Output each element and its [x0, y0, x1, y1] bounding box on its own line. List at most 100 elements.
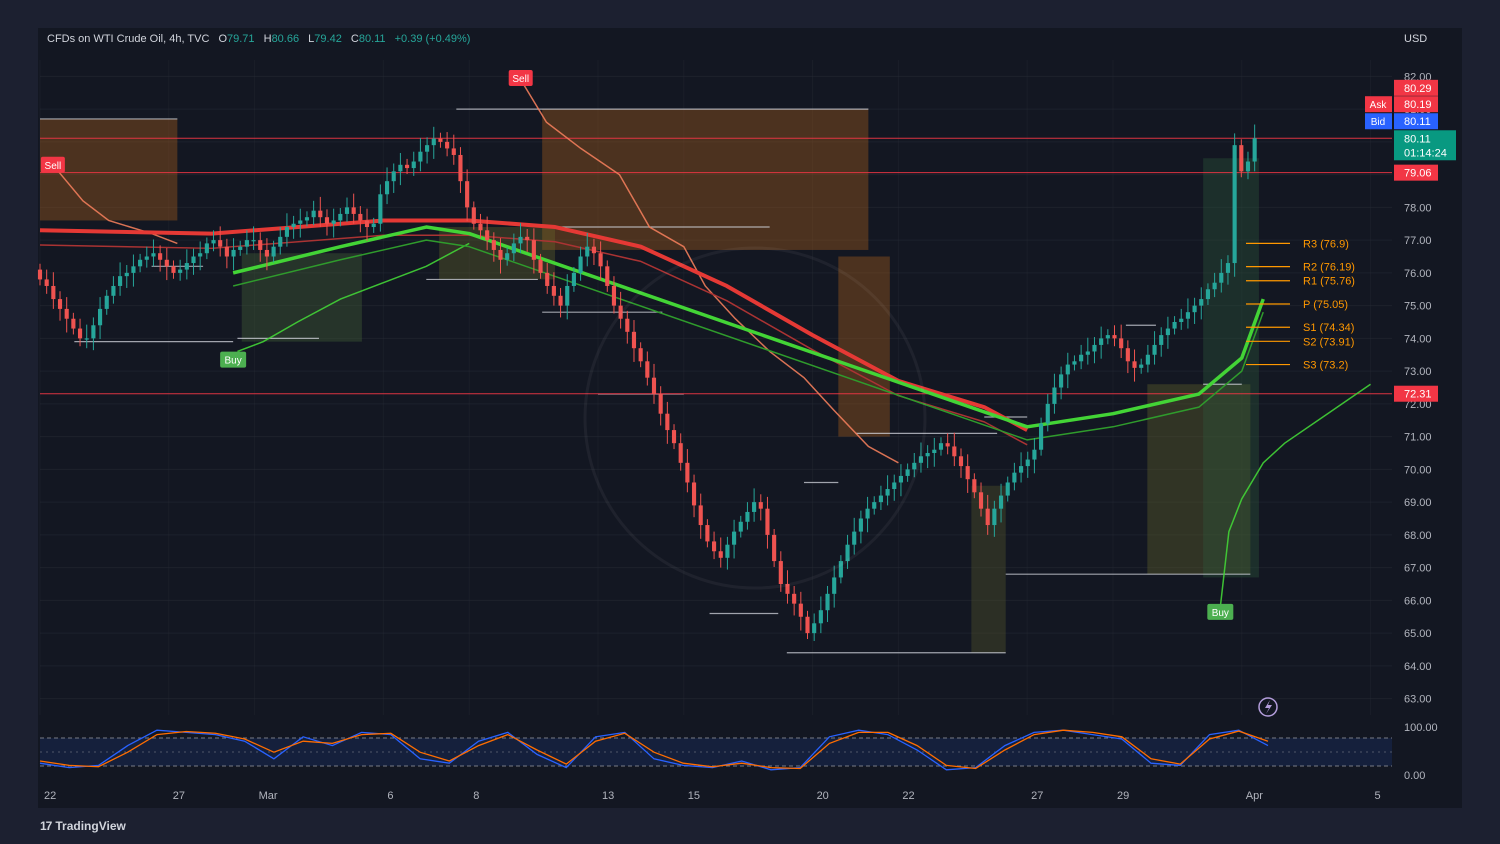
- y-tick-label: 68.00: [1404, 530, 1432, 542]
- level-price-tag-text: 79.06: [1404, 168, 1432, 180]
- candle-body: [932, 449, 937, 453]
- candle-body: [1005, 482, 1010, 496]
- pivot-label: S3 (73.2): [1303, 360, 1348, 372]
- candle-body: [1139, 364, 1144, 368]
- candle-body: [411, 161, 416, 169]
- candle-body: [905, 469, 910, 476]
- candle-body: [665, 413, 670, 431]
- ema-red-line: [39, 218, 1029, 432]
- candle-body: [1059, 374, 1064, 388]
- candle-body: [371, 223, 376, 228]
- candle-body: [184, 263, 189, 270]
- high-price-tag-text: 80.29: [1404, 83, 1432, 95]
- candle-body: [284, 227, 290, 237]
- candle-body: [571, 272, 576, 286]
- change-value: +0.39 (+0.49%): [394, 33, 471, 45]
- candle-body: [378, 194, 383, 224]
- pivot-label: R3 (76.9): [1303, 238, 1349, 250]
- candle-body: [478, 223, 483, 231]
- bid-price-tag-label-box: [1365, 113, 1392, 130]
- x-tick-label: Mar: [259, 790, 278, 802]
- candle-body: [138, 259, 143, 267]
- cloud-zone: [838, 256, 890, 437]
- trailing-stop-red: [520, 79, 899, 464]
- candle-body: [204, 243, 209, 254]
- candle-body: [972, 479, 977, 493]
- buy-signal-label: Buy: [1212, 608, 1229, 619]
- candle-body: [1132, 361, 1137, 368]
- candle-body: [551, 285, 556, 296]
- currency-label: USD: [1404, 33, 1428, 45]
- candle-body: [531, 240, 536, 260]
- alert-lightning-icon: [1258, 697, 1278, 717]
- candle-body: [752, 502, 757, 512]
- candle-body: [404, 164, 410, 169]
- candle-body: [585, 246, 590, 257]
- candle-body: [91, 325, 96, 339]
- x-tick-label: 22: [44, 790, 56, 802]
- candle-body: [651, 377, 657, 395]
- y-tick-label: 70.00: [1404, 464, 1432, 476]
- candle-body: [785, 584, 790, 594]
- low-value: L79.42: [308, 33, 342, 45]
- ask-price-tag-text: 80.19: [1404, 99, 1432, 111]
- candle-body: [718, 551, 723, 558]
- open-value: O79.71: [218, 33, 255, 45]
- y-tick-label: 78.00: [1404, 202, 1432, 214]
- trailing-stop-red: [52, 164, 178, 245]
- y-tick-label: 72.00: [1404, 399, 1432, 411]
- y-tick-label: 65.00: [1404, 628, 1432, 640]
- candle-body: [945, 443, 950, 447]
- candle-body: [425, 145, 430, 152]
- stoch-d-line: [39, 729, 1269, 770]
- y-tick-label: 73.00: [1404, 366, 1432, 378]
- candle-body: [238, 246, 243, 250]
- tradingview-logo-icon: 17: [40, 819, 52, 833]
- candle-body: [1225, 263, 1231, 273]
- pivot-label: S2 (73.91): [1303, 336, 1354, 348]
- candle-body: [545, 272, 550, 286]
- candle-body: [77, 328, 83, 339]
- candle-body: [1072, 361, 1077, 365]
- stoch-tick-label: 0.00: [1404, 770, 1425, 782]
- candle-body: [705, 525, 710, 542]
- candle-body: [131, 266, 136, 273]
- candle-body: [805, 616, 810, 634]
- candle-body: [1065, 364, 1070, 375]
- candle-body: [618, 305, 623, 319]
- candle-body: [745, 511, 750, 522]
- candle-body: [97, 308, 103, 326]
- chart-panel[interactable]: [38, 28, 1462, 808]
- candle-body: [878, 495, 883, 503]
- candle-body: [765, 508, 770, 535]
- candle-body: [191, 256, 196, 264]
- candle-body: [832, 577, 837, 594]
- tradingview-brand[interactable]: 17 TradingView: [40, 819, 126, 833]
- ask-price-tag: [1394, 96, 1438, 113]
- candle-body: [178, 269, 183, 273]
- lightning-glyph: [1265, 700, 1272, 714]
- candle-body: [198, 253, 203, 257]
- x-tick-label: Apr: [1246, 790, 1263, 802]
- y-tick-label: 71.00: [1404, 432, 1432, 444]
- countdown-text: 01:14:24: [1404, 147, 1447, 159]
- candle-body: [578, 256, 583, 273]
- candle-body: [1099, 338, 1104, 345]
- candle-body: [391, 171, 396, 182]
- candle-body: [84, 338, 89, 340]
- candle-body: [164, 259, 169, 267]
- close-value: C80.11: [350, 33, 386, 45]
- bid-price-tag-text: 80.11: [1404, 116, 1431, 128]
- cloud-zone: [241, 253, 362, 342]
- candle-body: [605, 266, 610, 286]
- candle-body: [565, 285, 570, 306]
- x-tick-label: 6: [387, 790, 393, 802]
- x-tick-label: 13: [602, 790, 614, 802]
- sell-signal: [40, 156, 65, 173]
- y-tick-label: 64.00: [1404, 661, 1432, 673]
- y-tick-label: 69.00: [1404, 497, 1432, 509]
- brand-text: TradingView: [55, 819, 126, 833]
- candle-body: [445, 141, 450, 149]
- candle-body: [992, 508, 997, 526]
